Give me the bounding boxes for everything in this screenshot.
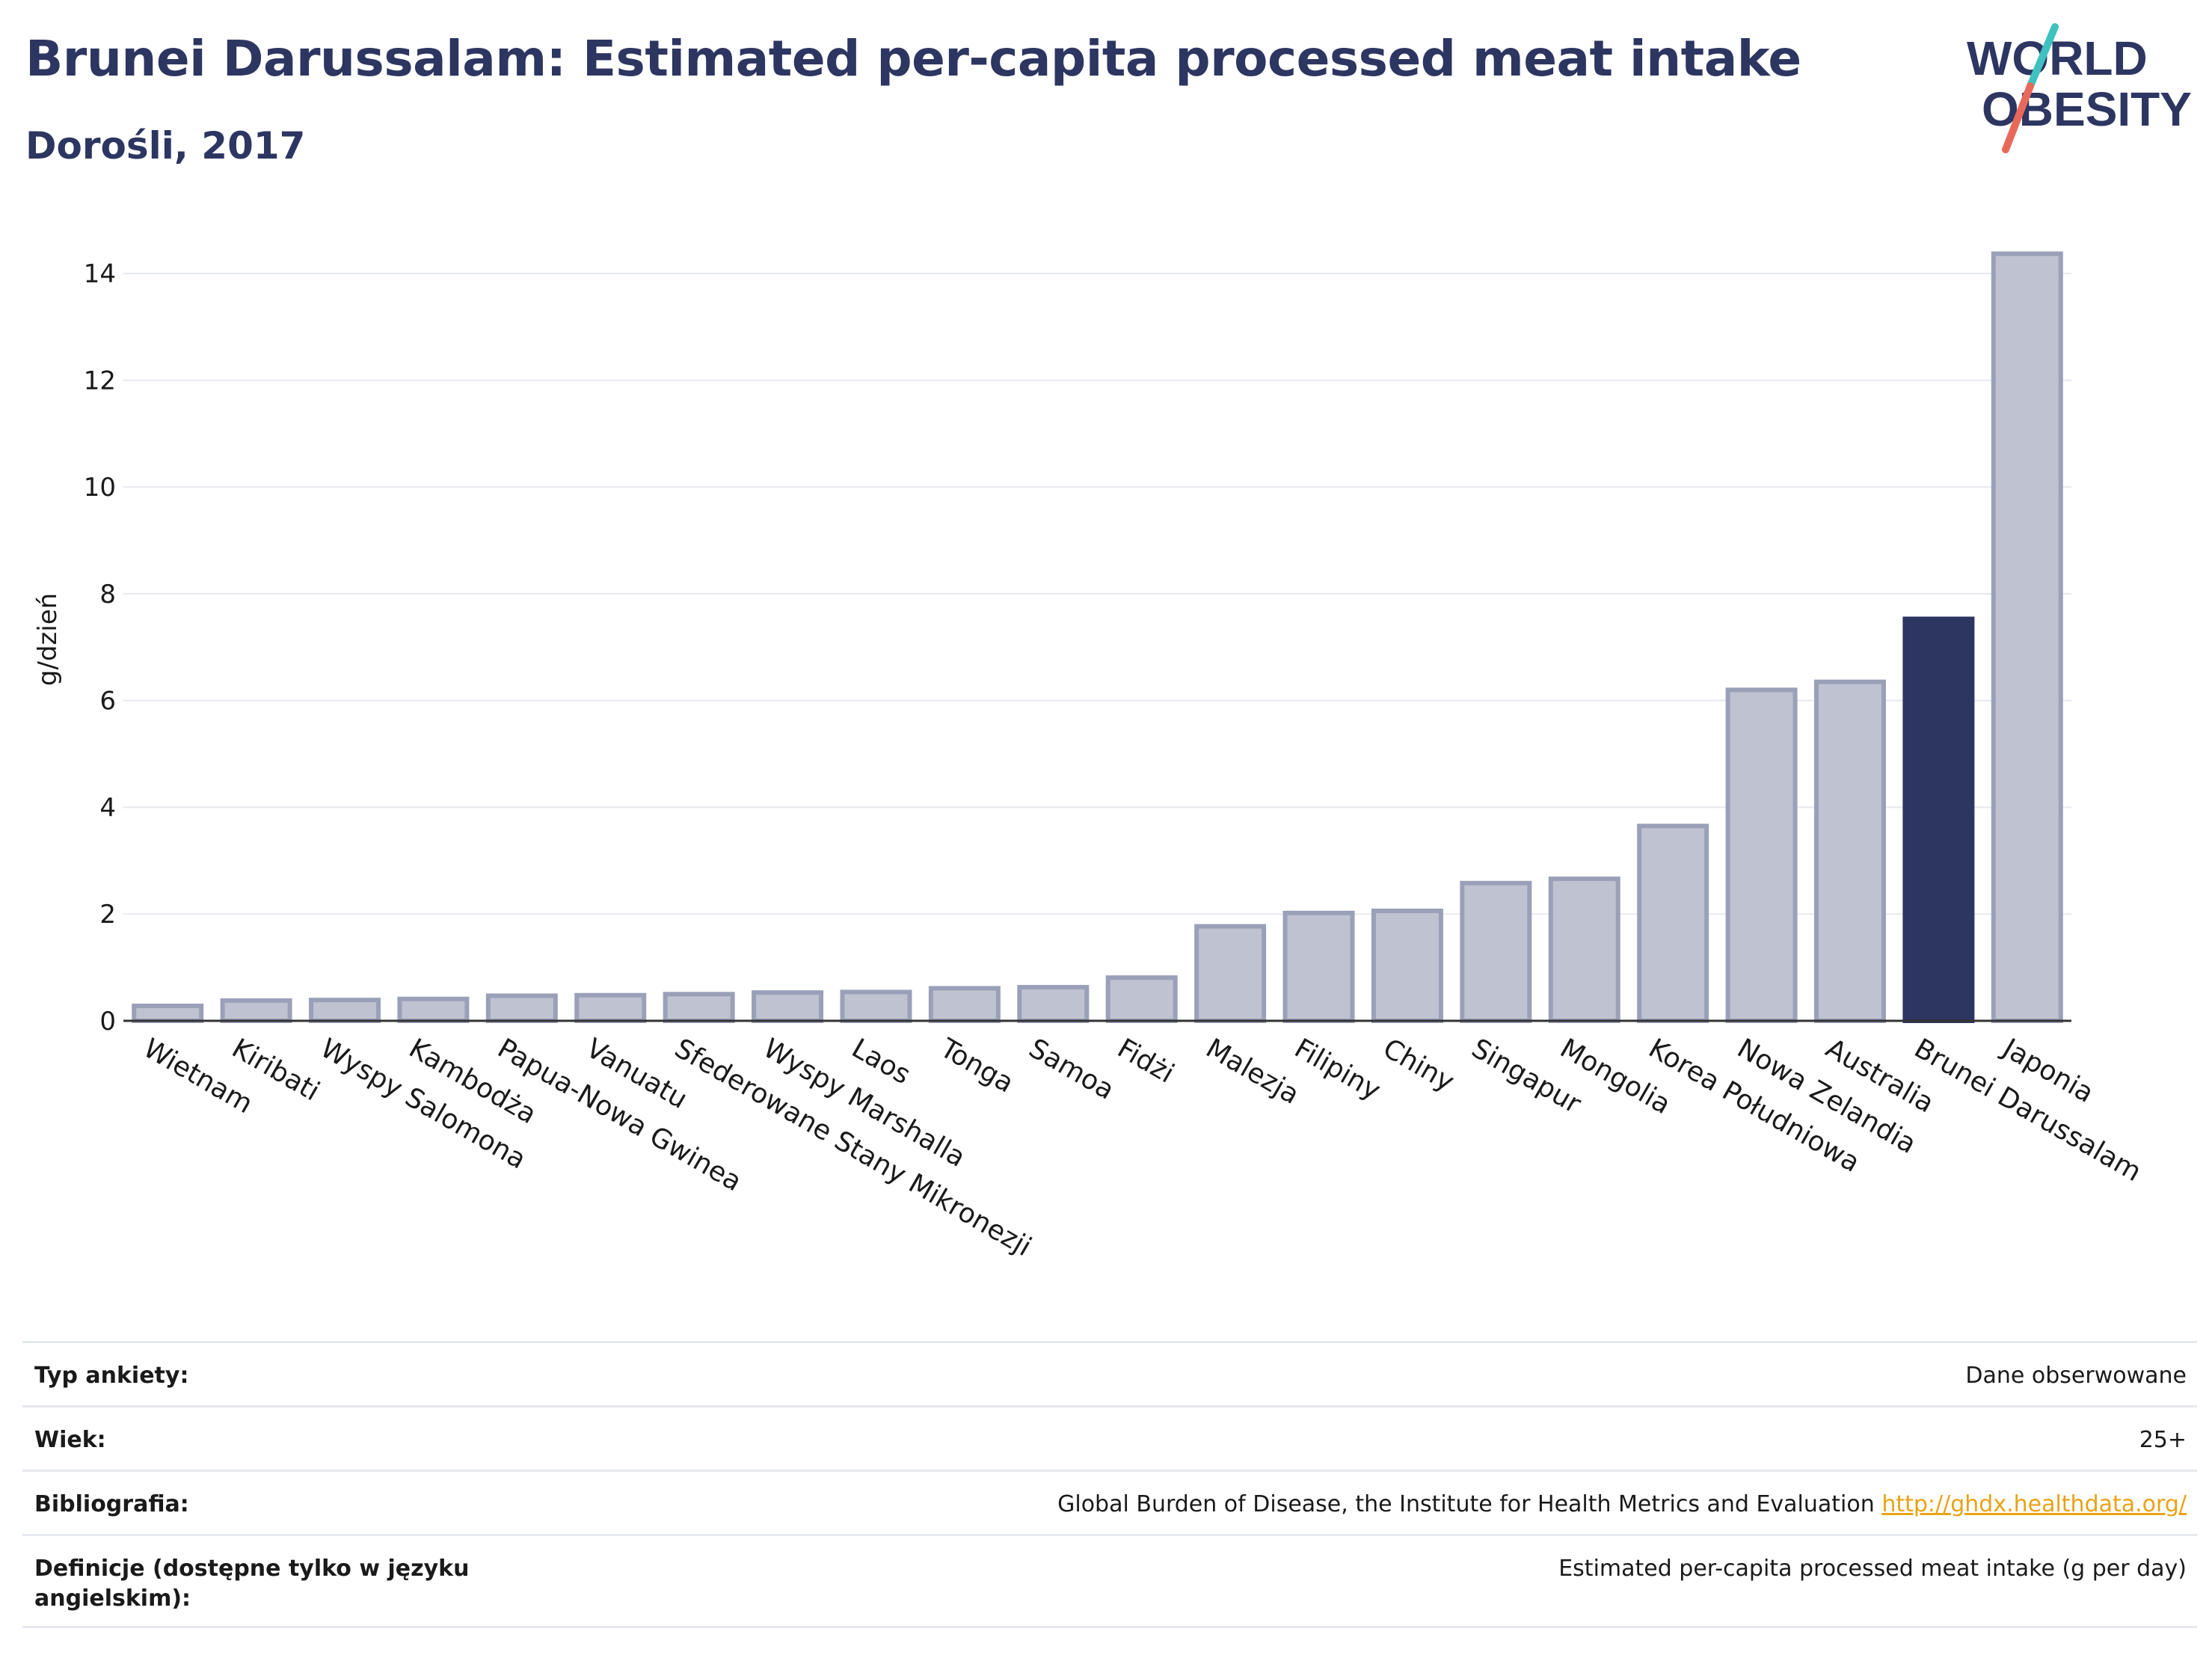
info-label: Typ ankiety:	[22, 1341, 531, 1407]
y-axis-ticks: 0 2 4 6 8 10 12 14	[84, 260, 116, 1037]
info-label: Wiek:	[22, 1405, 531, 1471]
bar-vanuatu[interactable]	[574, 992, 647, 1023]
info-value: Dane obserwowane	[531, 1341, 2197, 1407]
bar-malezja[interactable]	[1194, 924, 1267, 1023]
bar-korea-południowa[interactable]	[1637, 823, 1709, 1024]
x-tick-label: Filipiny	[1289, 1033, 1386, 1106]
bar-fidżi[interactable]	[1105, 975, 1178, 1023]
bar-singapur[interactable]	[1460, 880, 1532, 1024]
info-value: 25+	[531, 1405, 2197, 1471]
bar-kambodża[interactable]	[397, 996, 470, 1024]
bar-sfederowane-stany-mikronezji[interactable]	[663, 992, 735, 1023]
info-row-age: Wiek: 25+	[22, 1405, 2197, 1471]
x-tick-label: Tonga	[935, 1033, 1019, 1099]
x-tick-label: Fidżi	[1112, 1033, 1179, 1089]
bar-kiribati[interactable]	[220, 998, 292, 1023]
info-table: Typ ankiety: Dane obserwowane Wiek: 25+ …	[22, 1341, 2197, 1628]
x-tick-label: Samoa	[1024, 1033, 1119, 1106]
info-value: Global Burden of Disease, the Institute …	[531, 1470, 2197, 1535]
chart-title: Brunei Darussalam: Estimated per-capita …	[25, 30, 1801, 87]
logo-slash-bottom	[2002, 82, 2034, 153]
bar-laos[interactable]	[840, 989, 912, 1024]
y-tick-label: 8	[99, 580, 116, 610]
y-tick-label: 0	[99, 1007, 116, 1037]
y-tick-label: 6	[99, 687, 116, 716]
bar-australia[interactable]	[1813, 679, 1886, 1023]
logo-slash-top	[2027, 23, 2059, 90]
bar-japonia[interactable]	[1991, 251, 2063, 1023]
info-label: Bibliografia:	[22, 1470, 531, 1535]
bar-papua-nowa-gwinea[interactable]	[485, 993, 558, 1024]
bar-filipiny[interactable]	[1282, 910, 1355, 1024]
info-label: Definicje (dostępne tylko w języku angie…	[22, 1534, 531, 1628]
info-row-survey-type: Typ ankiety: Dane obserwowane	[22, 1341, 2197, 1407]
info-value: Estimated per-capita processed meat inta…	[531, 1534, 2197, 1628]
y-axis-label: g/dzień	[33, 593, 63, 686]
bar-tonga[interactable]	[928, 986, 1001, 1023]
bar-wyspy-salomona[interactable]	[309, 998, 381, 1024]
bar-wyspy-marshalla[interactable]	[752, 990, 824, 1023]
x-tick-label: Malezja	[1201, 1033, 1304, 1111]
bibliography-text: Global Burden of Disease, the Institute …	[1057, 1491, 1875, 1517]
bar-wietnam[interactable]	[132, 1004, 204, 1023]
bar-mongolia[interactable]	[1548, 876, 1620, 1023]
y-tick-label: 10	[84, 473, 116, 503]
info-row-definitions: Definicje (dostępne tylko w języku angie…	[22, 1534, 2197, 1628]
bars	[132, 251, 2063, 1024]
bar-chiny[interactable]	[1371, 908, 1443, 1023]
info-row-bibliography: Bibliografia: Global Burden of Disease, …	[22, 1470, 2197, 1535]
bibliography-link[interactable]: http://ghdx.healthdata.org/	[1881, 1491, 2187, 1517]
y-tick-label: 2	[99, 900, 116, 930]
y-tick-label: 14	[84, 260, 116, 289]
world-obesity-logo: WORLD OBESITY	[1967, 23, 2192, 153]
y-tick-label: 12	[84, 366, 116, 396]
y-tick-label: 4	[99, 793, 116, 823]
x-tick-label: Chiny	[1377, 1033, 1459, 1098]
bar-nowa-zelandia[interactable]	[1725, 687, 1798, 1024]
bar-samoa[interactable]	[1017, 985, 1090, 1023]
bar-brunei-darussalam[interactable]	[1902, 616, 1975, 1023]
chart-subtitle: Dorośli, 2017	[25, 124, 306, 168]
logo-text-world: WORLD	[1967, 31, 2148, 85]
